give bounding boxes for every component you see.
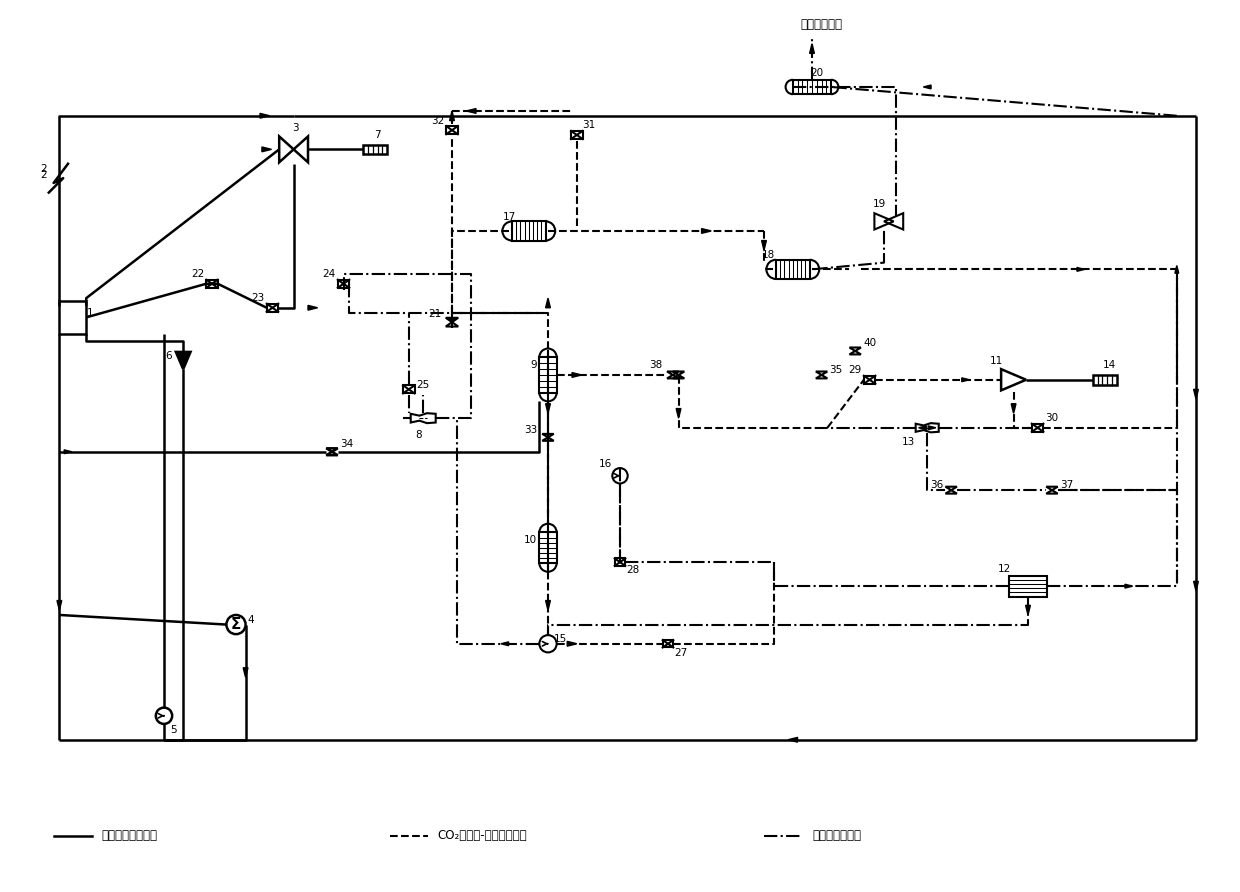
Text: 36: 36 [930,481,944,491]
Polygon shape [676,409,681,418]
Polygon shape [546,298,551,308]
Text: 6: 6 [165,351,172,360]
Text: 12: 12 [997,564,1011,574]
Text: 30: 30 [1045,413,1059,423]
Bar [403,385,414,393]
Text: 40: 40 [863,338,877,348]
Text: 23: 23 [252,293,264,303]
Polygon shape [445,318,459,322]
Bar [60,301,87,334]
Text: 17: 17 [503,211,516,221]
Text: 18: 18 [763,250,775,260]
Polygon shape [546,404,551,413]
Bar [363,145,387,154]
Text: 10: 10 [525,535,537,545]
Bar [206,280,218,288]
Polygon shape [1078,268,1085,271]
Text: 38: 38 [649,360,662,370]
Polygon shape [787,738,797,742]
Text: 16: 16 [599,459,613,469]
Polygon shape [1194,390,1198,399]
Polygon shape [919,425,926,430]
Bar [792,79,831,95]
Text: 21: 21 [428,310,441,319]
Polygon shape [501,642,508,646]
Text: 11: 11 [990,356,1003,366]
Bar [1092,375,1117,384]
Text: 5: 5 [170,725,177,735]
Polygon shape [1011,404,1016,413]
Bar [776,260,810,279]
Text: 34: 34 [340,439,353,449]
Text: 朗肯循环发电装置: 朗肯循环发电装置 [102,830,157,842]
Polygon shape [1025,606,1030,615]
Text: 32: 32 [432,116,444,126]
Bar [1032,424,1043,432]
Bar [662,640,673,648]
Polygon shape [260,113,269,118]
Polygon shape [1194,582,1198,591]
Polygon shape [810,44,815,54]
Polygon shape [567,641,577,646]
Polygon shape [64,450,72,454]
Text: 3: 3 [293,123,299,133]
Text: 14: 14 [1102,360,1116,370]
Text: 加热厂区用水: 加热厂区用水 [801,18,843,31]
Bar [337,280,350,288]
Text: 35: 35 [830,365,843,376]
Bar [539,357,557,392]
Polygon shape [929,425,936,430]
Text: 4: 4 [247,615,254,624]
Polygon shape [924,85,931,89]
Polygon shape [176,352,191,369]
Polygon shape [546,600,551,610]
Text: 24: 24 [322,269,336,279]
Polygon shape [450,111,454,120]
Bar [446,126,458,134]
Text: 2: 2 [41,170,47,180]
Text: 15: 15 [554,634,567,644]
Text: 25: 25 [417,380,430,390]
Bar [572,131,583,139]
Polygon shape [702,228,712,234]
Text: 20: 20 [810,68,823,78]
Text: 13: 13 [901,437,915,447]
Polygon shape [572,373,582,377]
Text: 29: 29 [848,365,862,376]
Polygon shape [466,109,476,113]
Bar [864,376,875,384]
Polygon shape [761,241,766,250]
Text: 28: 28 [626,565,639,574]
Text: 22: 22 [191,269,205,279]
Polygon shape [1125,584,1132,588]
Bar [615,558,625,566]
Polygon shape [308,305,317,310]
Text: 37: 37 [1060,481,1073,491]
Bar [512,221,546,241]
Bar [1009,575,1048,597]
Text: 9: 9 [531,360,537,370]
Text: 噴射式热泵装置: 噴射式热泵装置 [812,830,861,842]
Text: 7: 7 [373,130,381,140]
Text: 27: 27 [673,648,687,658]
Text: CO₂跨临界-噴射发电装置: CO₂跨临界-噴射发电装置 [438,830,527,842]
Polygon shape [57,600,62,610]
Text: 8: 8 [415,431,422,441]
Polygon shape [243,668,248,677]
Text: 19: 19 [873,199,885,209]
Text: 2: 2 [41,163,47,174]
Polygon shape [962,378,970,382]
Polygon shape [262,147,272,152]
Polygon shape [1174,266,1179,273]
Text: 33: 33 [525,425,537,434]
Bar [539,533,557,563]
Text: 31: 31 [583,120,596,130]
Text: 1: 1 [87,308,93,318]
Bar [267,304,278,312]
Text: Σ: Σ [231,617,242,632]
